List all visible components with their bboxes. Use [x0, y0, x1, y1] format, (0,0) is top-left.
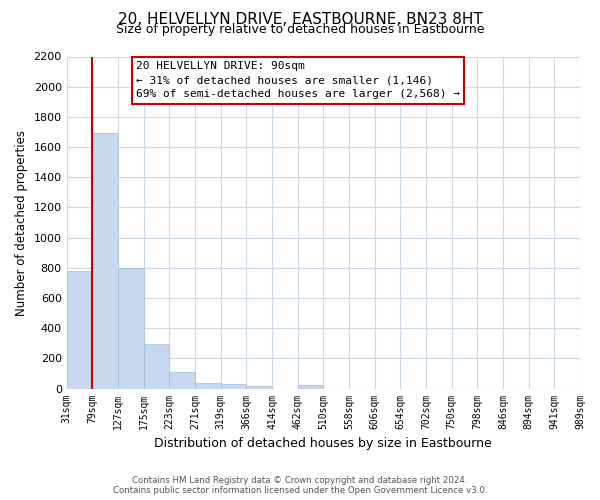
Text: 20 HELVELLYN DRIVE: 90sqm
← 31% of detached houses are smaller (1,146)
69% of se: 20 HELVELLYN DRIVE: 90sqm ← 31% of detac… [136, 62, 460, 100]
Bar [118, 268, 143, 388]
Bar [169, 372, 195, 388]
Text: Contains HM Land Registry data © Crown copyright and database right 2024.
Contai: Contains HM Land Registry data © Crown c… [113, 476, 487, 495]
Text: Size of property relative to detached houses in Eastbourne: Size of property relative to detached ho… [116, 22, 484, 36]
Bar [221, 384, 247, 388]
Bar [195, 384, 221, 388]
Y-axis label: Number of detached properties: Number of detached properties [15, 130, 28, 316]
Bar [143, 344, 169, 389]
X-axis label: Distribution of detached houses by size in Eastbourne: Distribution of detached houses by size … [154, 437, 492, 450]
Bar [247, 386, 272, 388]
Bar [92, 134, 118, 388]
Bar [298, 385, 323, 388]
Bar [67, 271, 92, 388]
Text: 20, HELVELLYN DRIVE, EASTBOURNE, BN23 8HT: 20, HELVELLYN DRIVE, EASTBOURNE, BN23 8H… [118, 12, 482, 28]
